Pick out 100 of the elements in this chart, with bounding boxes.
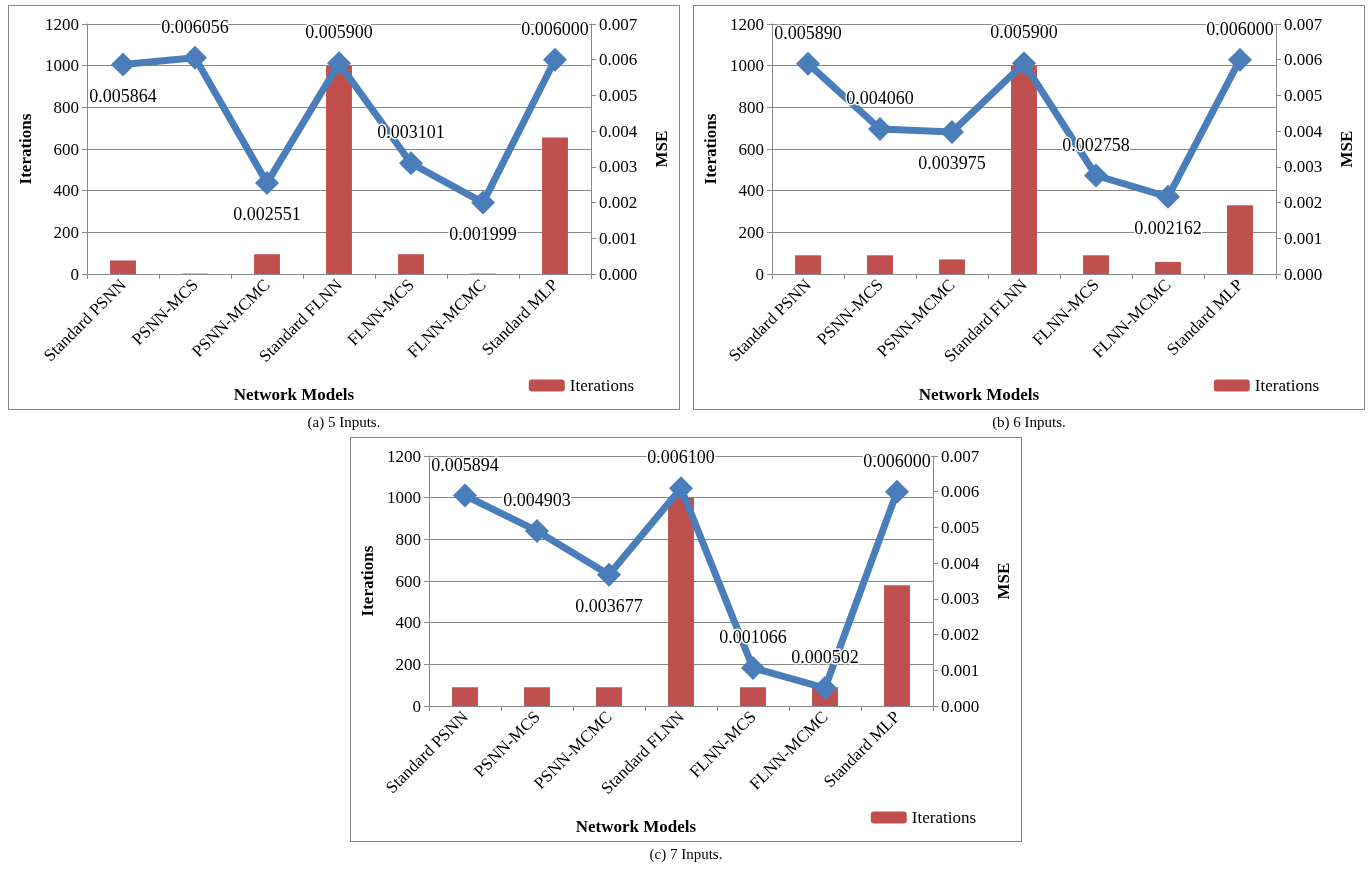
y-tick-label: 1000 (730, 56, 764, 76)
y-tick-label: 200 (395, 654, 421, 674)
bar (867, 255, 893, 274)
bar (596, 687, 622, 706)
point (669, 476, 693, 501)
text: (c) 7 Inputs. (648, 846, 724, 863)
y2-tick-label: 0.005 (941, 517, 980, 537)
point (885, 479, 909, 504)
bar (254, 254, 280, 274)
point (868, 117, 892, 141)
point (1156, 184, 1180, 209)
y2-tick-label: 0.000 (1284, 264, 1323, 284)
data-label: 0.004060 (846, 88, 914, 108)
data-label: 0.005900 (990, 22, 1058, 43)
data-label: 0.002551 (233, 203, 301, 224)
y2-tick-label: 0.007 (941, 446, 980, 466)
point (940, 120, 964, 145)
x-axis-title: Network Models (918, 385, 1040, 404)
data-label: 0.003677 (575, 595, 643, 616)
data-label: 0.005894 (431, 454, 499, 475)
y2-axis-title: MSE (652, 130, 671, 168)
y-tick-label: 1000 (387, 488, 421, 508)
y2-tick-label: 0.006 (941, 482, 980, 502)
point (741, 655, 765, 680)
bar (542, 137, 568, 274)
y2-axis-title: MSE (994, 562, 1013, 600)
bar (795, 255, 821, 274)
point (255, 170, 279, 195)
data-label: 0.003975 (918, 153, 986, 174)
y2-tick-label: 0.007 (599, 14, 638, 34)
point (1228, 47, 1252, 72)
y2-tick-label: 0.006 (599, 50, 638, 70)
point (327, 51, 351, 76)
y-tick-label: 800 (738, 97, 764, 117)
point (543, 47, 567, 72)
point (813, 676, 837, 701)
data-label: 0.006000 (1206, 18, 1274, 39)
y-tick-label: 800 (53, 97, 79, 117)
point (183, 45, 207, 70)
y-tick-label: 1200 (730, 14, 764, 34)
y-tick-label: 1200 (387, 446, 421, 466)
bar (1227, 205, 1253, 274)
text: (b) 6 Inputs. (991, 414, 1067, 431)
y-tick-label: 400 (395, 613, 421, 633)
bar (524, 687, 550, 706)
bar (326, 65, 352, 274)
point (1012, 51, 1036, 76)
y2-tick-label: 0.001 (1284, 228, 1323, 248)
y2-tick-label: 0.002 (599, 193, 638, 213)
y-tick-label: 0 (412, 696, 421, 716)
bar (1155, 261, 1181, 274)
y2-tick-label: 0.002 (941, 625, 980, 645)
point (1084, 163, 1108, 188)
point (111, 52, 135, 77)
y2-tick-label: 0.007 (1284, 14, 1323, 34)
y-axis-title: Iterations (701, 113, 721, 185)
y2-axis-title: MSE (1337, 130, 1356, 168)
bar (452, 687, 478, 706)
bar (110, 260, 136, 274)
y-tick-label: 600 (738, 139, 764, 159)
y-axis-title: Iterations (16, 113, 36, 185)
bar (1011, 65, 1037, 274)
y-tick-label: 200 (53, 222, 79, 242)
data-label: 0.002162 (1134, 217, 1202, 238)
y-tick-label: 600 (395, 571, 421, 591)
legend-label: Iterations (569, 376, 634, 395)
y-tick-label: 1000 (45, 56, 79, 76)
bar (740, 687, 766, 706)
data-label: 0.001999 (449, 223, 517, 244)
legend-label: Iterations (1254, 376, 1319, 395)
point (525, 518, 549, 543)
y-tick-label: 200 (738, 222, 764, 242)
point (471, 190, 495, 215)
point (796, 51, 820, 76)
data-label: 0.006000 (521, 18, 589, 39)
data-label: 0.004903 (503, 489, 571, 510)
y2-tick-label: 0.000 (599, 264, 638, 284)
y2-tick-label: 0.003 (599, 157, 638, 177)
point (597, 562, 621, 587)
y-tick-label: 1200 (45, 14, 79, 34)
y2-tick-label: 0.003 (1284, 157, 1323, 177)
y2-tick-label: 0.004 (1284, 121, 1323, 141)
y2-tick-label: 0.003 (941, 589, 980, 609)
data-label: 0.005864 (89, 85, 157, 106)
y2-tick-label: 0.005 (599, 85, 638, 105)
bar (1083, 255, 1109, 274)
y2-tick-label: 0.001 (941, 660, 980, 680)
data-label: 0.005900 (305, 22, 373, 43)
bar (668, 497, 694, 706)
y-tick-label: 800 (395, 529, 421, 549)
y2-tick-label: 0.005 (1284, 85, 1323, 105)
y-tick-label: 400 (738, 181, 764, 201)
y-tick-label: 0 (70, 264, 79, 284)
data-label: 0.006000 (863, 450, 931, 471)
data-label: 0.006056 (161, 16, 229, 37)
x-axis-title: Network Models (575, 817, 697, 836)
y-tick-label: 0 (755, 264, 764, 284)
x-axis-title: Network Models (233, 385, 355, 404)
y2-tick-label: 0.004 (599, 121, 638, 141)
y-axis-title: Iterations (358, 545, 378, 617)
